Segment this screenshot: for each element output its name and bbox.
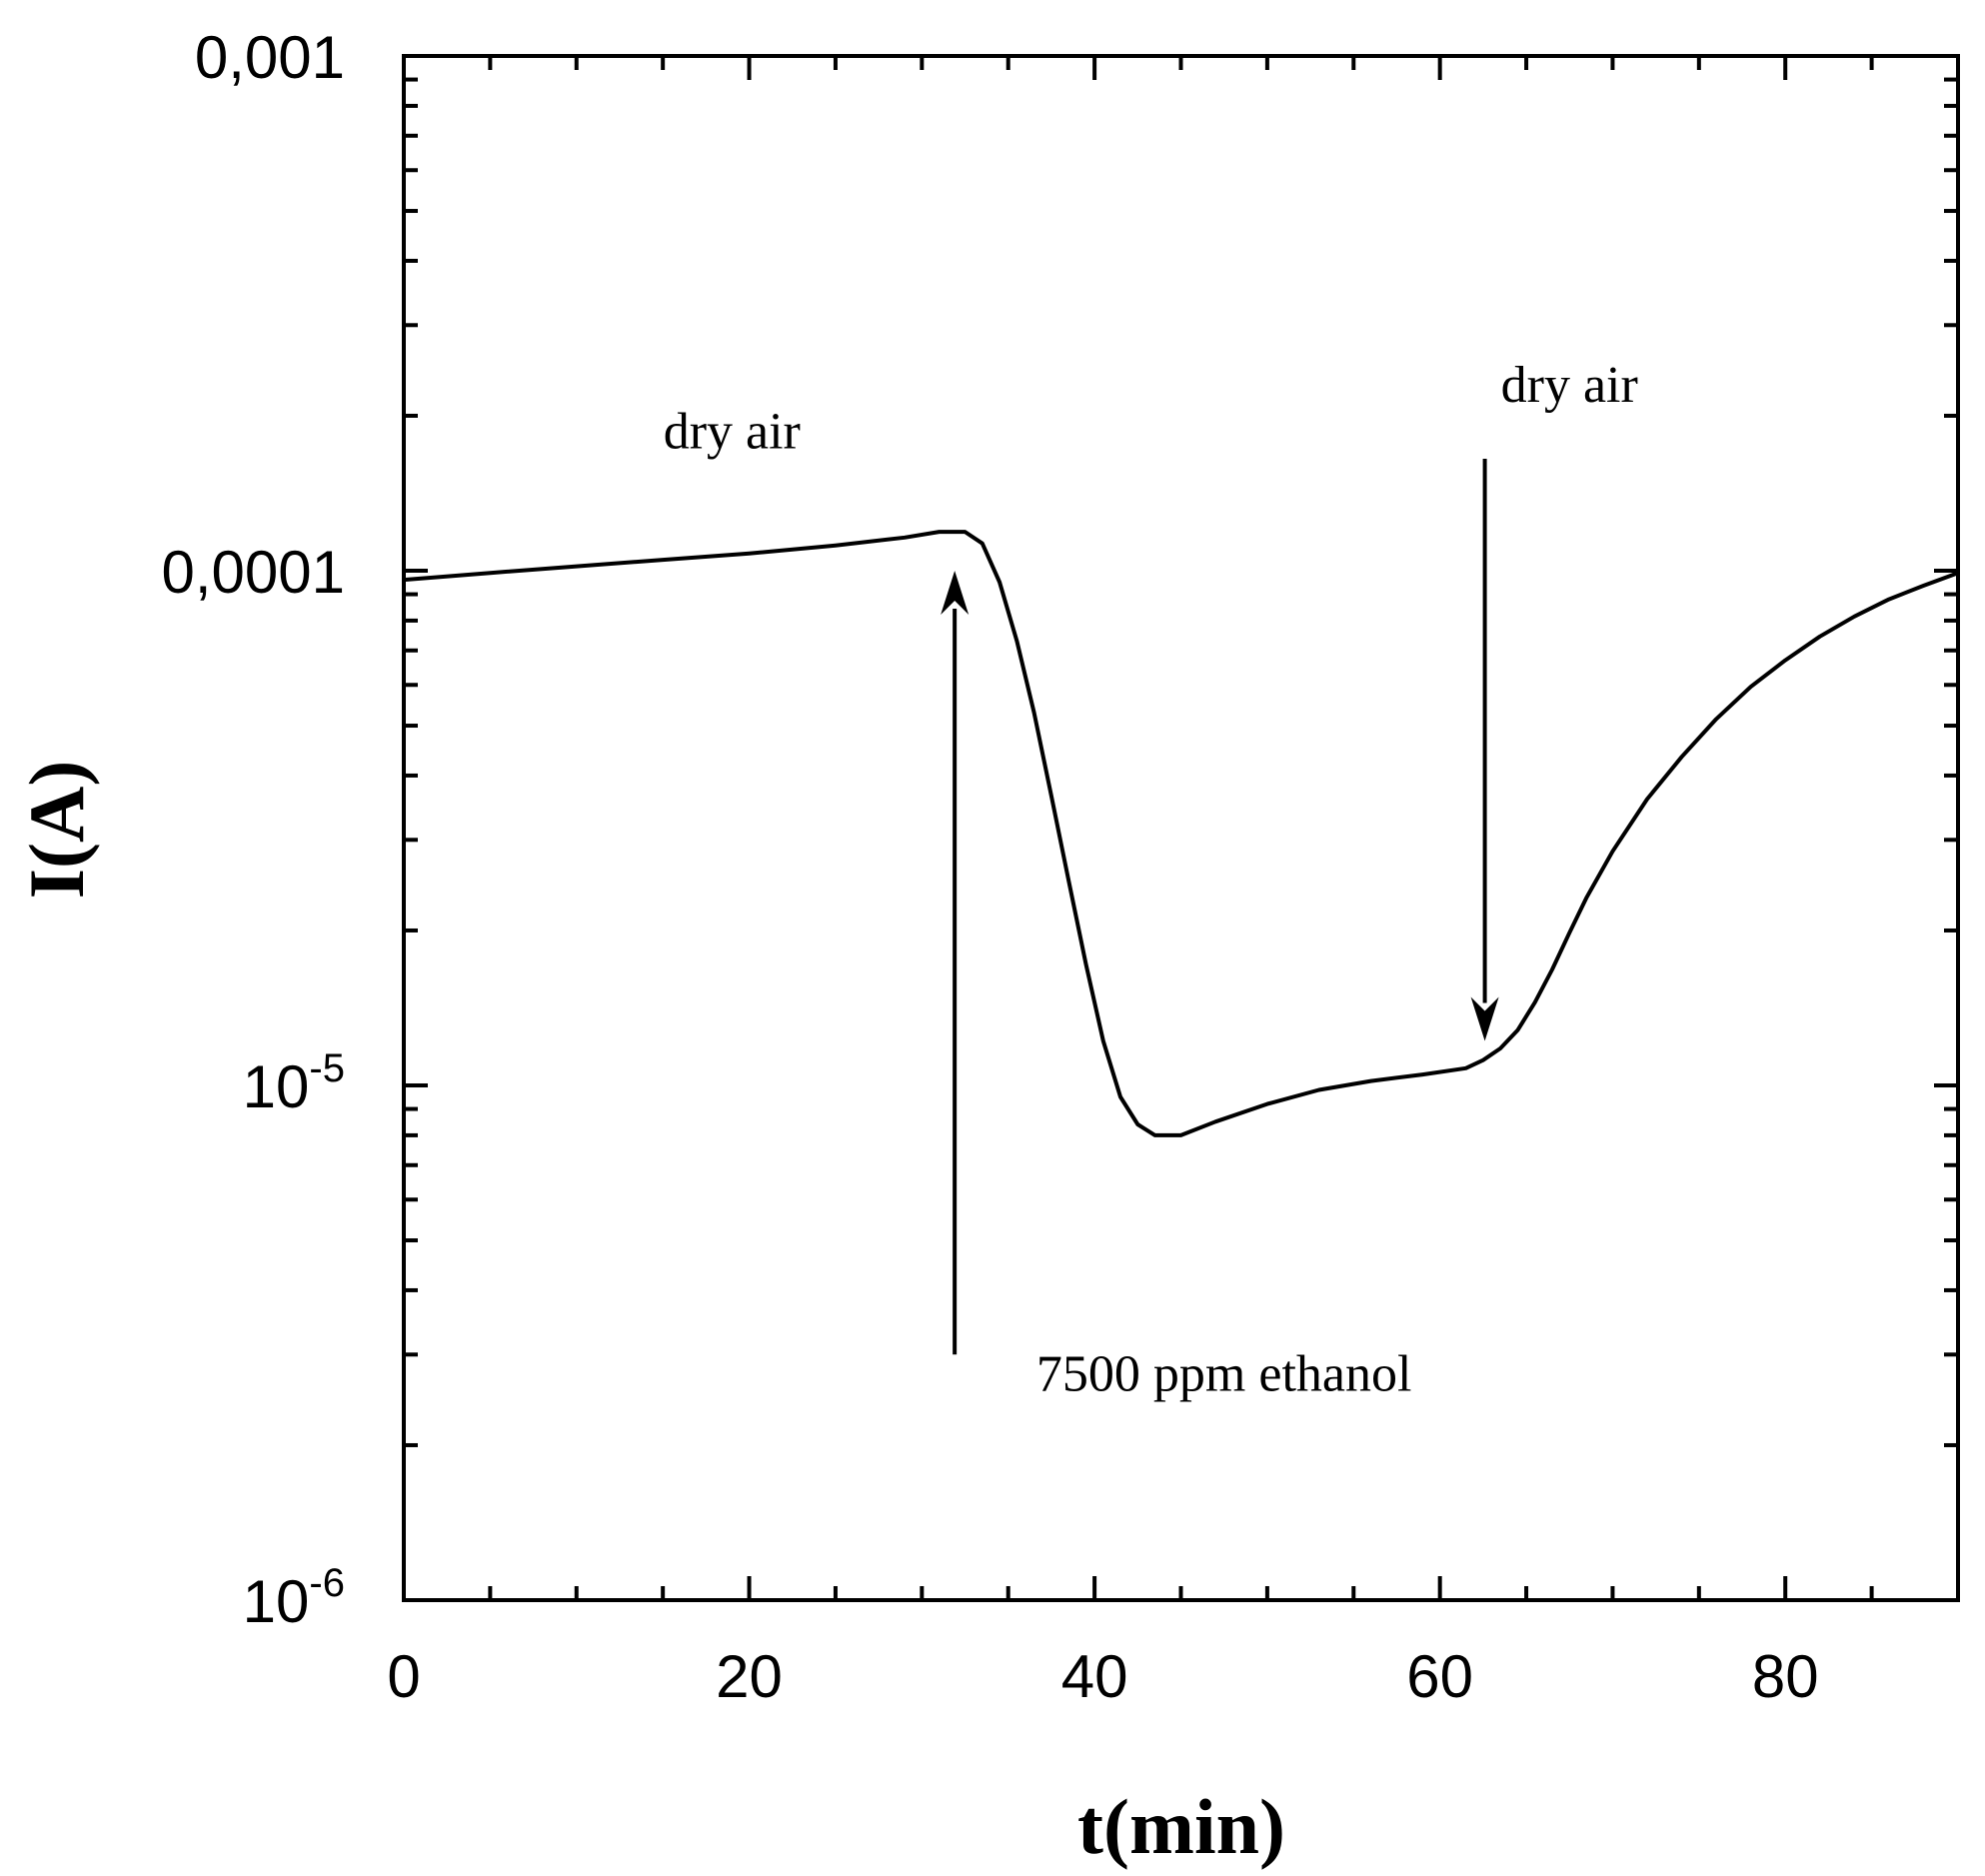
x-tick-label: 0 xyxy=(387,1643,420,1710)
arrows-group xyxy=(941,458,1499,1355)
x-tick-label: 60 xyxy=(1406,1643,1473,1710)
y-tick-label: 10-6 xyxy=(243,1561,345,1635)
minor-ticks xyxy=(404,56,1960,1600)
annotations-group: dry air dry air 7500 ppm ethanol xyxy=(664,357,1638,1403)
annotation-label: 7500 ppm ethanol xyxy=(1036,1346,1412,1403)
y-tick-labels: 0,001 0,0001 10-5 10-6 xyxy=(161,24,345,1635)
series-group xyxy=(403,530,1959,1137)
annotation-label: dry air xyxy=(664,403,801,460)
x-tick-label: 40 xyxy=(1061,1643,1128,1710)
y-tick-label: 0,001 xyxy=(195,24,345,91)
y-tick-label: 0,0001 xyxy=(161,539,345,606)
annotation-arrow-head xyxy=(1470,996,1499,1041)
data-series-line xyxy=(403,530,1959,1137)
x-axis-title: t(min) xyxy=(1077,1783,1285,1870)
x-tick-label: 80 xyxy=(1752,1643,1819,1710)
annotation-label: dry air xyxy=(1501,357,1638,414)
y-axis-title: I(A) xyxy=(13,761,100,900)
x-tick-labels: 0 20 40 60 80 xyxy=(387,1643,1818,1710)
y-tick-label: 10-5 xyxy=(243,1046,345,1120)
major-ticks xyxy=(402,54,1958,1602)
annotation-arrow-head xyxy=(941,571,970,615)
x-tick-label: 20 xyxy=(716,1643,783,1710)
